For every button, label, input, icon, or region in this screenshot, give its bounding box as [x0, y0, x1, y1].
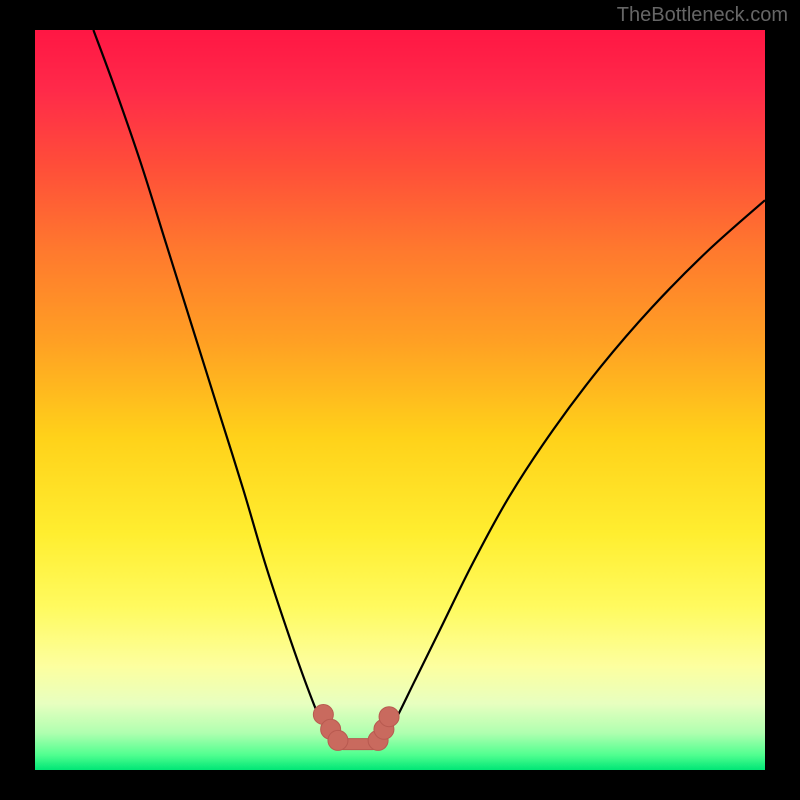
- gradient-background: [35, 30, 765, 770]
- watermark-text: TheBottleneck.com: [617, 4, 788, 27]
- plot-area: [35, 30, 765, 770]
